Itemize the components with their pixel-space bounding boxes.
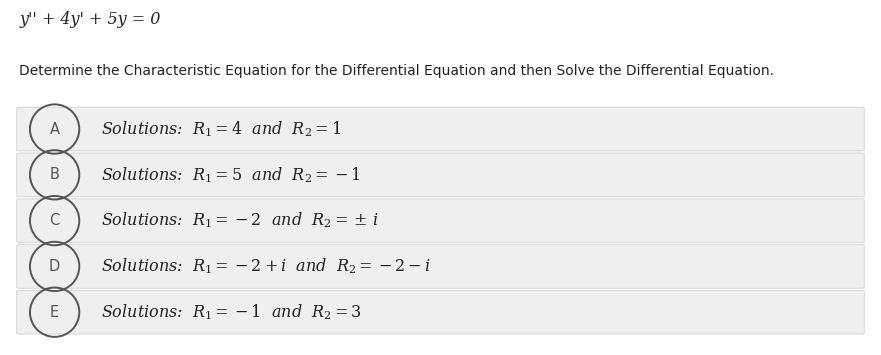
FancyBboxPatch shape	[17, 199, 864, 242]
FancyBboxPatch shape	[17, 107, 864, 151]
Text: B: B	[49, 167, 60, 182]
Text: Solutions:  $R_1 = 4$  and  $R_2 = 1$: Solutions: $R_1 = 4$ and $R_2 = 1$	[101, 119, 342, 139]
FancyBboxPatch shape	[17, 245, 864, 288]
Text: Solutions:  $R_1 = -1$  and  $R_2 = 3$: Solutions: $R_1 = -1$ and $R_2 = 3$	[101, 302, 362, 322]
Text: Determine the Characteristic Equation for the Differential Equation and then Sol: Determine the Characteristic Equation fo…	[19, 64, 774, 78]
Text: Solutions:  $R_1 = -2$  and  $R_2 = \pm\, i$: Solutions: $R_1 = -2$ and $R_2 = \pm\, i…	[101, 211, 379, 230]
Text: Solutions:  $R_1 = 5$  and  $R_2 = -1$: Solutions: $R_1 = 5$ and $R_2 = -1$	[101, 165, 361, 185]
Text: E: E	[50, 305, 59, 320]
FancyBboxPatch shape	[17, 153, 864, 197]
Text: Solutions:  $R_1 = -2 + i$  and  $R_2 = -2 - i$: Solutions: $R_1 = -2 + i$ and $R_2 = -2 …	[101, 257, 431, 276]
Text: C: C	[49, 213, 60, 228]
FancyBboxPatch shape	[17, 290, 864, 334]
Text: D: D	[49, 259, 60, 274]
Text: y'' + 4y' + 5y = 0: y'' + 4y' + 5y = 0	[19, 11, 160, 28]
Text: A: A	[49, 121, 60, 137]
